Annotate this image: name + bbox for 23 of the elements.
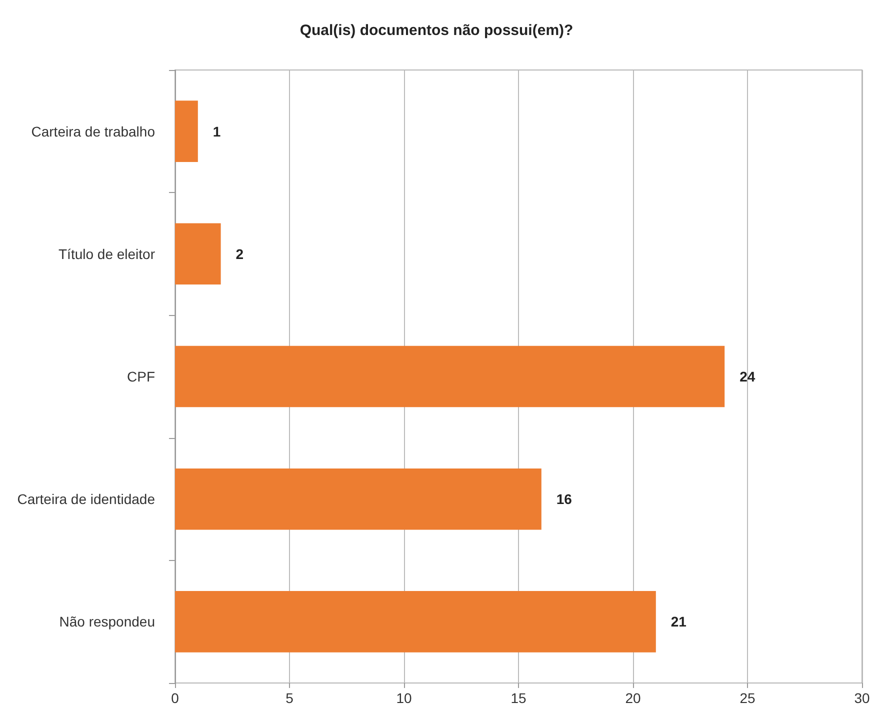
x-tick-label: 15: [510, 690, 526, 706]
y-tick-label: Carteira de identidade: [17, 491, 156, 508]
x-tick-label: 10: [396, 690, 412, 706]
x-tick-label: 25: [740, 690, 756, 706]
data-label: 2: [236, 246, 244, 262]
y-tick-label: CPF: [127, 368, 155, 384]
y-tick-label: Carteira de trabalho: [31, 123, 156, 140]
x-tick-label: 20: [625, 690, 641, 706]
chart-title: Qual(is) documentos não possui(em)?: [300, 22, 574, 39]
data-label: 16: [556, 491, 572, 508]
bar: [175, 100, 198, 162]
bar: [175, 468, 542, 530]
x-tick-label: 5: [286, 690, 294, 706]
data-label: 21: [670, 614, 687, 630]
bar: [175, 346, 725, 408]
data-label: 1: [212, 123, 221, 140]
y-tick-label: Título de eleitor: [58, 246, 156, 262]
bar: [175, 591, 656, 652]
bar: [175, 223, 221, 285]
y-tick-label: Não respondeu: [59, 614, 155, 630]
x-tick-label: 0: [171, 690, 180, 706]
x-tick-label: 30: [854, 690, 870, 706]
data-label: 24: [740, 368, 756, 384]
